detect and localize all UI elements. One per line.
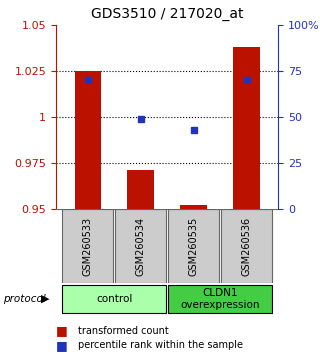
Text: ■: ■ [56, 325, 68, 337]
Bar [168, 209, 219, 283]
Text: ■: ■ [56, 339, 68, 352]
Bar [180, 205, 207, 209]
Bar [62, 285, 166, 314]
Bar [233, 47, 260, 209]
Text: ▶: ▶ [41, 294, 50, 304]
Text: percentile rank within the sample: percentile rank within the sample [78, 340, 244, 350]
Text: GSM260536: GSM260536 [242, 216, 252, 276]
Bar [221, 209, 272, 283]
Text: GSM260533: GSM260533 [83, 216, 93, 276]
Text: GSM260534: GSM260534 [136, 216, 146, 276]
Text: protocol: protocol [3, 294, 46, 304]
Text: CLDN1
overexpression: CLDN1 overexpression [180, 288, 260, 310]
Text: transformed count: transformed count [78, 326, 169, 336]
Bar [115, 209, 166, 283]
Bar [62, 209, 113, 283]
Bar [127, 170, 154, 209]
Title: GDS3510 / 217020_at: GDS3510 / 217020_at [91, 7, 244, 21]
Bar [75, 71, 101, 209]
Text: GSM260535: GSM260535 [189, 216, 199, 276]
Bar [168, 285, 272, 314]
Text: control: control [96, 294, 132, 304]
